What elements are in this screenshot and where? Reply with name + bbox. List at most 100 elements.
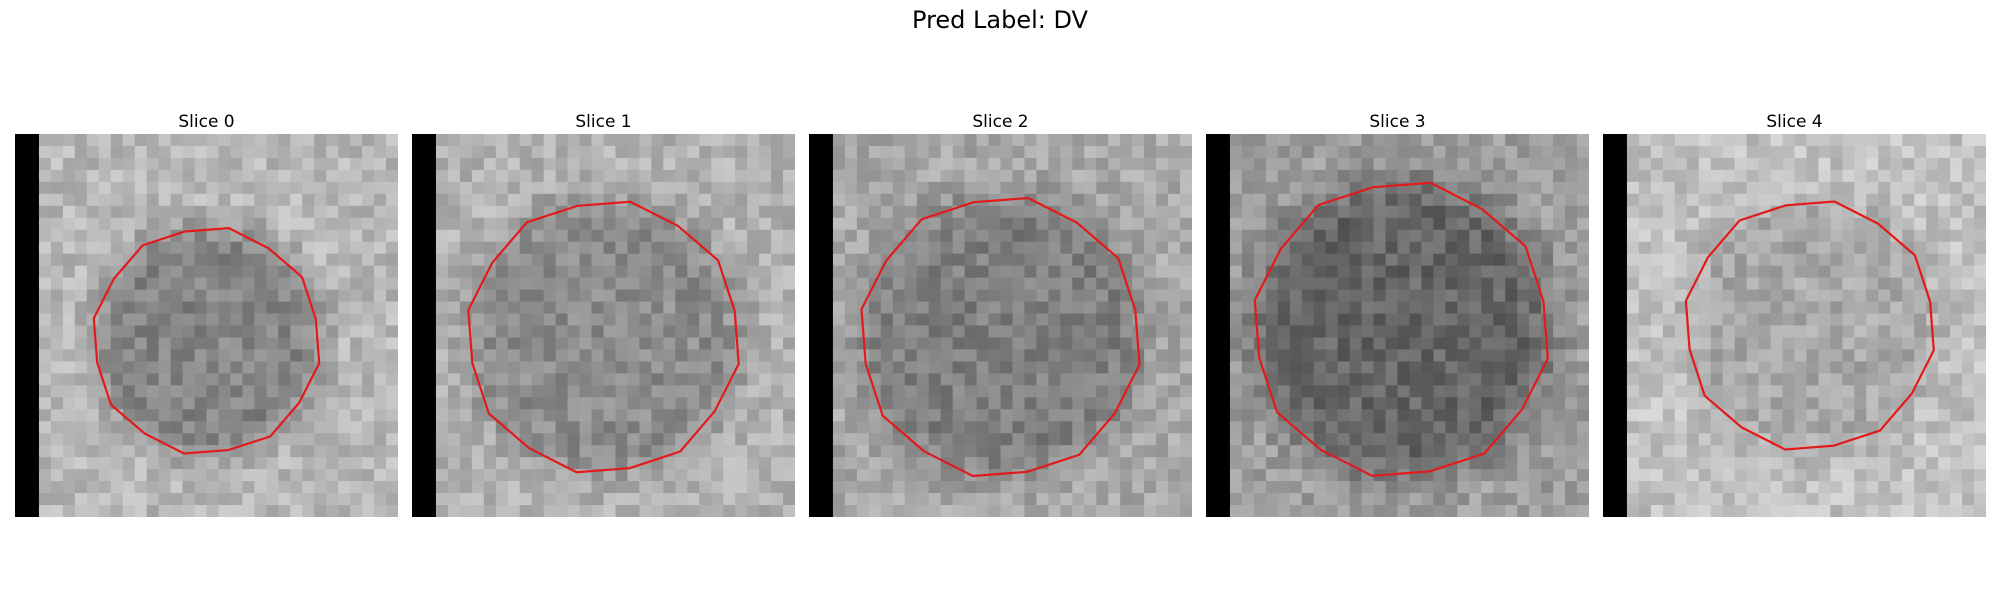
pixel-cell	[1650, 337, 1664, 351]
pixel-cell	[543, 181, 557, 195]
pixel-cell	[26, 337, 40, 351]
pixel-cell	[182, 181, 196, 195]
pixel-cell	[1890, 265, 1903, 279]
pixel-cell	[1854, 301, 1867, 315]
pixel-cell	[1168, 229, 1181, 243]
pixel-cell	[1505, 493, 1518, 506]
pixel-cell	[1674, 229, 1688, 243]
pixel-cell	[783, 145, 795, 159]
pixel-cell	[639, 469, 652, 482]
pixel-cell	[1481, 409, 1494, 422]
pixel-cell	[735, 289, 748, 303]
pixel-cell	[651, 313, 664, 327]
pixel-cell	[1626, 385, 1640, 398]
pixel-cell	[122, 481, 136, 494]
pixel-cell	[1048, 169, 1061, 183]
pixel-cell	[844, 193, 858, 207]
pixel-cell	[459, 205, 473, 219]
pixel-cell	[1096, 181, 1109, 195]
pixel-cell	[314, 505, 327, 517]
pixel-cell	[1529, 433, 1542, 446]
pixel-cell	[1974, 157, 1986, 171]
pixel-cell	[543, 361, 557, 374]
pixel-cell	[1156, 181, 1169, 195]
pixel-cell	[1241, 134, 1255, 147]
pixel-cell	[519, 325, 533, 339]
pixel-cell	[928, 421, 942, 434]
pixel-cell	[543, 241, 557, 255]
pixel-cell	[783, 253, 795, 267]
pixel-cell	[880, 265, 894, 279]
pixel-cell	[1866, 134, 1879, 147]
pixel-cell	[1782, 337, 1796, 351]
pixel-cell	[412, 457, 425, 470]
pixel-cell	[1325, 493, 1339, 506]
pixel-cell	[916, 241, 930, 255]
pixel-cell	[1890, 253, 1903, 267]
pixel-cell	[1217, 193, 1231, 207]
pixel-cell	[50, 134, 64, 147]
pixel-cell	[74, 433, 88, 446]
pixel-cell	[1012, 385, 1026, 398]
pixel-cell	[423, 229, 437, 243]
pixel-cell	[182, 433, 196, 446]
pixel-cell	[1866, 205, 1879, 219]
pixel-cell	[1206, 277, 1219, 291]
pixel-cell	[735, 169, 748, 183]
pixel-cell	[591, 301, 605, 315]
pixel-cell	[627, 265, 641, 279]
pixel-cell	[1890, 301, 1903, 315]
pixel-cell	[1217, 421, 1231, 434]
pixel-cell	[591, 313, 605, 327]
pixel-cell	[1325, 409, 1339, 422]
pixel-cell	[1674, 337, 1688, 351]
pixel-cell	[15, 265, 28, 279]
pixel-cell	[1662, 277, 1676, 291]
pixel-cell	[146, 421, 160, 434]
pixel-cell	[1168, 397, 1181, 410]
pixel-cell	[1217, 145, 1231, 159]
pixel-cell	[880, 157, 894, 171]
pixel-cell	[1253, 301, 1267, 315]
pixel-cell	[254, 169, 267, 183]
pixel-cell	[1072, 205, 1085, 219]
pixel-cell	[555, 265, 569, 279]
pixel-cell	[809, 169, 822, 183]
pixel-cell	[687, 134, 700, 147]
pixel-cell	[15, 361, 28, 374]
pixel-cell	[1180, 301, 1192, 315]
pixel-cell	[1962, 134, 1975, 147]
pixel-cell	[1144, 301, 1157, 315]
pixel-cell	[988, 325, 1002, 339]
pixel-cell	[1866, 361, 1879, 374]
pixel-cell	[1541, 134, 1554, 147]
pixel-cell	[278, 265, 291, 279]
pixel-cell	[1577, 385, 1589, 398]
pixel-cell	[1445, 277, 1458, 291]
pixel-cell	[146, 277, 160, 291]
pixel-cell	[1650, 397, 1664, 410]
pixel-cell	[868, 469, 882, 482]
pixel-cell	[471, 229, 485, 243]
pixel-cell	[1000, 337, 1014, 351]
pixel-cell	[290, 157, 303, 171]
pixel-cell	[122, 301, 136, 315]
pixel-cell	[1206, 205, 1219, 219]
pixel-cell	[1313, 134, 1327, 147]
pixel-cell	[687, 313, 700, 327]
pixel-cell	[62, 169, 76, 183]
pixel-cell	[1529, 445, 1542, 458]
pixel-cell	[1036, 313, 1049, 327]
pixel-cell	[1265, 157, 1279, 171]
pixel-cell	[1782, 421, 1796, 434]
pixel-cell	[110, 253, 124, 267]
pixel-cell	[122, 457, 136, 470]
pixel-cell	[1108, 289, 1121, 303]
pixel-cell	[809, 325, 822, 339]
pixel-cell	[809, 253, 822, 267]
pixel-cell	[1349, 433, 1363, 446]
pixel-cell	[134, 457, 148, 470]
pixel-cell	[435, 301, 449, 315]
pixel-cell	[1902, 313, 1915, 327]
pixel-cell	[1782, 445, 1796, 458]
